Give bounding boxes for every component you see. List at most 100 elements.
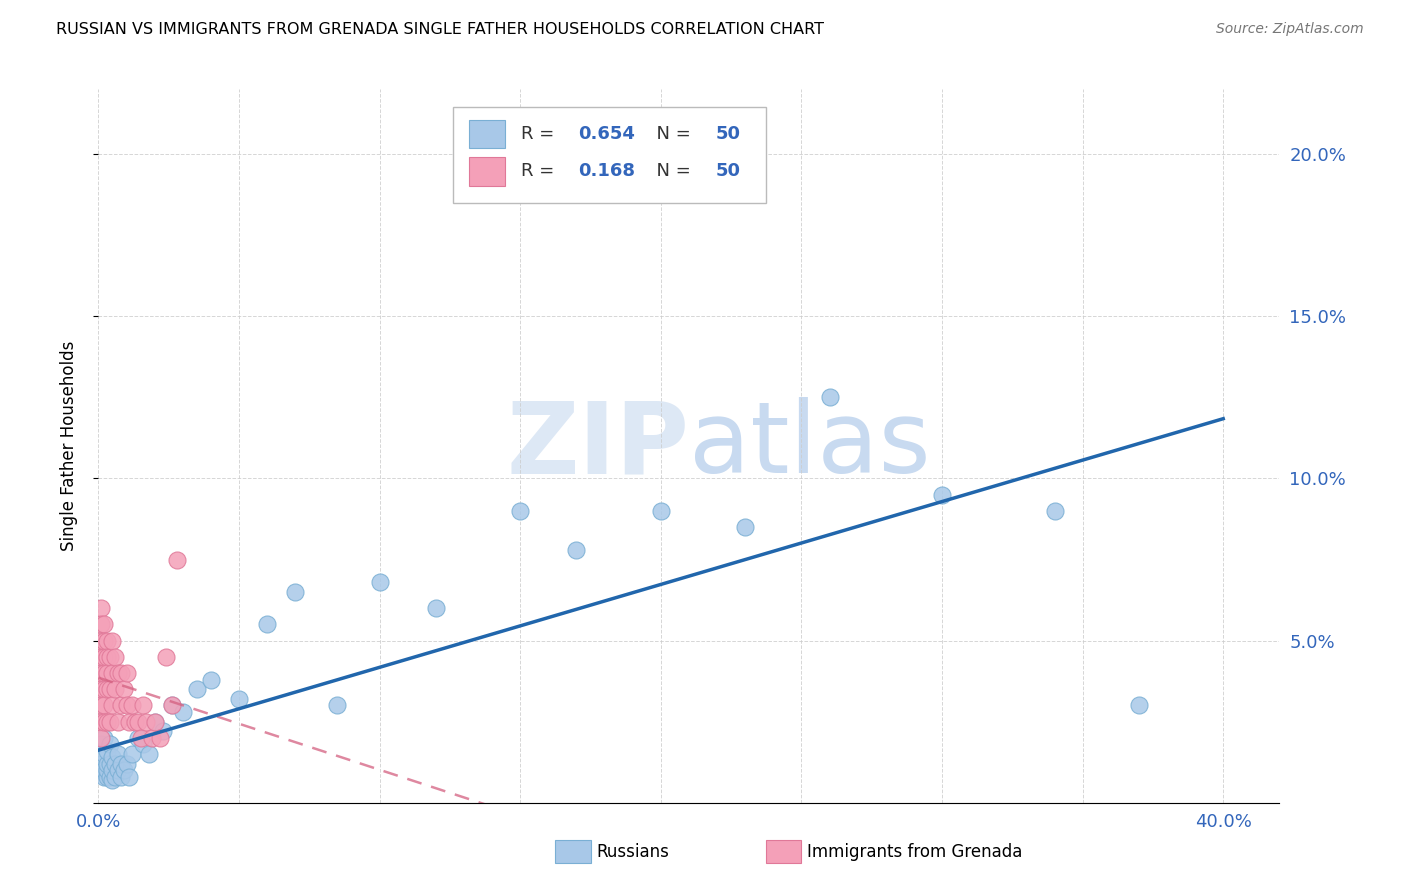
FancyBboxPatch shape <box>470 120 505 148</box>
Text: R =: R = <box>522 162 560 180</box>
Point <box>90 666 112 681</box>
Point <box>425 601 447 615</box>
Point <box>90 731 112 745</box>
Point <box>565 542 588 557</box>
Point <box>186 682 208 697</box>
Point <box>1128 698 1150 713</box>
Point <box>90 738 112 752</box>
Point <box>135 714 157 729</box>
Text: Russians: Russians <box>596 843 669 861</box>
Point <box>172 705 194 719</box>
Point <box>93 698 115 713</box>
Point <box>104 682 127 697</box>
Point <box>200 673 222 687</box>
Point <box>141 731 163 745</box>
Point <box>98 649 121 664</box>
Point <box>166 552 188 566</box>
Point <box>112 764 135 778</box>
Point <box>90 714 112 729</box>
Text: R =: R = <box>522 125 560 143</box>
Point <box>132 738 155 752</box>
Point <box>734 520 756 534</box>
Point <box>96 714 118 729</box>
Point <box>96 764 118 778</box>
Point <box>149 731 172 745</box>
Point <box>129 731 152 745</box>
Point <box>124 714 146 729</box>
Point <box>96 649 118 664</box>
Point <box>90 633 112 648</box>
Point <box>143 714 166 729</box>
Point <box>90 682 112 697</box>
Point <box>101 750 124 764</box>
Point <box>93 764 115 778</box>
Point <box>96 744 118 758</box>
Point <box>138 747 160 761</box>
Point <box>160 698 183 713</box>
Text: 0.654: 0.654 <box>578 125 634 143</box>
Point <box>107 764 129 778</box>
Point <box>152 724 174 739</box>
Point <box>98 770 121 784</box>
Point <box>101 773 124 788</box>
Point <box>104 756 127 771</box>
Point <box>256 617 278 632</box>
Point <box>284 585 307 599</box>
Point <box>98 756 121 771</box>
Point <box>121 747 143 761</box>
Point <box>115 666 138 681</box>
Point <box>93 633 115 648</box>
Text: 0.168: 0.168 <box>578 162 636 180</box>
Point <box>101 666 124 681</box>
Point <box>118 770 141 784</box>
Text: RUSSIAN VS IMMIGRANTS FROM GRENADA SINGLE FATHER HOUSEHOLDS CORRELATION CHART: RUSSIAN VS IMMIGRANTS FROM GRENADA SINGL… <box>56 22 824 37</box>
Point <box>93 682 115 697</box>
Point <box>96 756 118 771</box>
Point <box>121 698 143 713</box>
Text: atlas: atlas <box>689 398 931 494</box>
Point <box>90 617 112 632</box>
Point <box>509 504 531 518</box>
Text: 50: 50 <box>716 162 741 180</box>
Point <box>326 698 349 713</box>
Point <box>110 698 132 713</box>
Point <box>98 714 121 729</box>
Point <box>110 756 132 771</box>
Point <box>110 770 132 784</box>
Point <box>650 504 672 518</box>
Point <box>101 764 124 778</box>
Point <box>93 617 115 632</box>
Text: Source: ZipAtlas.com: Source: ZipAtlas.com <box>1216 22 1364 37</box>
Point <box>143 714 166 729</box>
Point <box>127 714 149 729</box>
Point <box>104 649 127 664</box>
Point <box>101 633 124 648</box>
Text: 50: 50 <box>716 125 741 143</box>
Point <box>96 682 118 697</box>
Point <box>98 738 121 752</box>
Text: ZIP: ZIP <box>506 398 689 494</box>
Point <box>90 764 112 778</box>
Point <box>93 649 115 664</box>
Text: N =: N = <box>645 162 697 180</box>
Point <box>931 488 953 502</box>
Point <box>98 682 121 697</box>
Point <box>160 698 183 713</box>
Point <box>101 698 124 713</box>
Point <box>93 770 115 784</box>
Point <box>90 601 112 615</box>
Point <box>104 770 127 784</box>
Point <box>90 698 112 713</box>
Point <box>155 649 177 664</box>
Text: N =: N = <box>645 125 697 143</box>
Point <box>110 666 132 681</box>
Point <box>118 714 141 729</box>
Point <box>96 770 118 784</box>
FancyBboxPatch shape <box>453 107 766 203</box>
Point <box>115 698 138 713</box>
Point <box>93 731 115 745</box>
Point <box>127 731 149 745</box>
FancyBboxPatch shape <box>470 157 505 186</box>
Point <box>1043 504 1066 518</box>
Point <box>115 756 138 771</box>
